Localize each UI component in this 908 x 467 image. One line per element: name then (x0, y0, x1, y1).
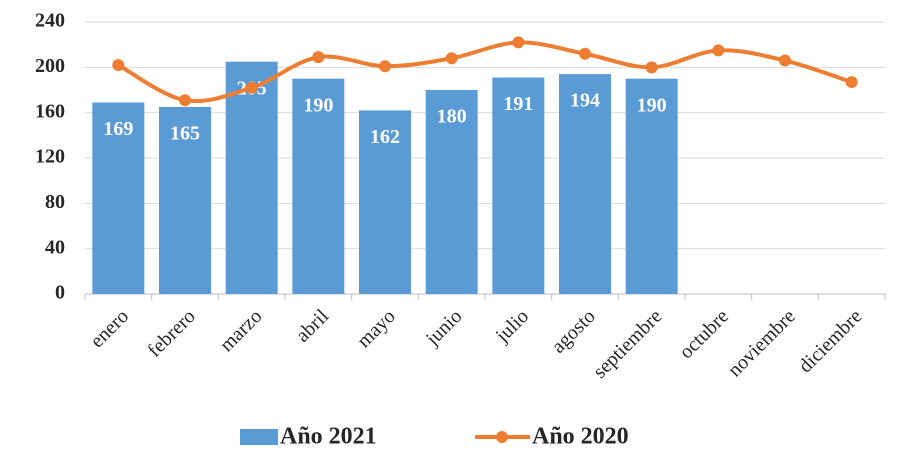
bar (359, 110, 411, 295)
bar (625, 78, 678, 295)
data-label: 165 (170, 123, 200, 145)
x-tick-label: noviembre (724, 305, 800, 381)
line-marker (245, 81, 258, 94)
data-label: 190 (637, 94, 667, 116)
x-tick-label: febrero (143, 305, 199, 361)
bar (92, 102, 145, 294)
line-marker (379, 60, 391, 73)
bar (159, 107, 211, 294)
y-tick-label: 40 (45, 236, 65, 258)
bar (292, 78, 345, 295)
x-tick-label: agosto (547, 305, 599, 357)
legend-label: Año 2020 (532, 424, 629, 450)
bar (425, 90, 478, 294)
legend-swatch (240, 429, 278, 445)
line-marker (312, 51, 325, 64)
bar (225, 61, 278, 294)
line (117, 40, 853, 104)
y-tick-label: 80 (45, 191, 65, 213)
y-tick-label: 120 (35, 146, 65, 168)
legend-label: Año 2021 (280, 424, 377, 450)
x-tick-label: octubre (675, 305, 733, 363)
data-label: 190 (303, 94, 333, 116)
y-tick-label: 0 (55, 282, 65, 304)
data-label: 191 (503, 93, 533, 115)
line-marker (845, 76, 858, 89)
x-tick-label: abril (292, 305, 334, 347)
data-label: 162 (370, 126, 400, 148)
x-tick-label: julio (491, 305, 533, 347)
line-marker (645, 61, 658, 74)
legend-marker (496, 431, 508, 443)
bar (559, 74, 611, 294)
x-tick-label: septiembre (589, 305, 667, 383)
y-tick-label: 200 (35, 55, 65, 77)
line-marker (712, 44, 725, 57)
y-tick-label: 160 (35, 100, 65, 122)
data-label: 180 (437, 106, 467, 128)
data-label: 194 (570, 90, 600, 112)
x-tick-label: marzo (216, 305, 267, 356)
y-tick-label: 240 (35, 10, 65, 32)
bar (492, 77, 545, 295)
x-tick-label: enero (86, 305, 133, 352)
line-marker (112, 59, 125, 72)
line-marker (512, 36, 525, 49)
x-tick-label: junio (421, 305, 466, 350)
x-tick-label: diciembre (794, 305, 866, 377)
line-marker (779, 54, 791, 67)
x-tick-label: mayo (353, 305, 400, 352)
line-marker (445, 52, 458, 65)
line-marker (579, 47, 591, 60)
line-marker (179, 94, 191, 107)
data-label: 169 (103, 118, 133, 140)
